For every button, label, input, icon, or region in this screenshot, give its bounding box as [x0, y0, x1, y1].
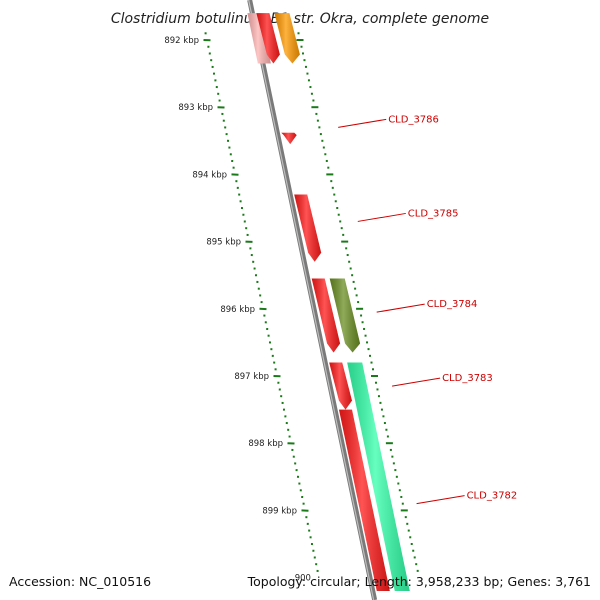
scale-label: 893 kbp — [178, 103, 213, 113]
accession-text: Accession: NC_010516 — [9, 574, 151, 589]
gene-label: CLD_3782 — [467, 491, 518, 502]
label-leader-line — [416, 495, 465, 505]
label-leader-line — [338, 118, 387, 128]
scale-label: 900 — [295, 574, 311, 584]
gene-shading — [256, 13, 280, 64]
gene-shading — [274, 13, 300, 64]
genome-summary-text: Topology: circular; Length: 3,958,233 bp… — [247, 574, 591, 589]
gene-label: CLD_3783 — [442, 373, 493, 384]
gene-shading — [329, 278, 361, 353]
gene-shading — [329, 362, 352, 410]
gene-label: CLD_3784 — [427, 299, 478, 310]
inner-tick-track — [203, 32, 319, 572]
gene-features — [247, 13, 410, 592]
gene-shading — [281, 132, 297, 145]
gene-shading — [338, 409, 390, 592]
gene-shading — [347, 362, 410, 592]
scale-label: 899 kbp — [262, 506, 297, 516]
gene-label: CLD_3786 — [388, 114, 439, 125]
scale-label: 898 kbp — [248, 439, 283, 449]
genome-backbone — [247, 0, 378, 600]
scale-label: 897 kbp — [234, 372, 269, 382]
scale-label: 895 kbp — [206, 238, 241, 248]
gene-shading — [294, 194, 322, 262]
gene-labels: CLD_3786 CLD_3785 CLD_3784 CLD_3783 CLD_3782 — [338, 114, 518, 505]
scale-labels: 892 kbp 893 kbp 894 kbp 895 kbp 896 kbp 897 k… — [164, 36, 311, 584]
outer-tick-track — [296, 32, 419, 572]
genome-backbone-highlight — [248, 0, 375, 600]
label-leader-line — [376, 303, 425, 313]
gene-shading — [247, 13, 271, 64]
gene-label: CLD_3785 — [408, 208, 459, 219]
scale-label: 896 kbp — [220, 305, 255, 315]
scale-label: 894 kbp — [192, 170, 227, 180]
label-leader-line — [357, 212, 406, 222]
map-title: Clostridium botulinum B1 str. Okra, comp… — [111, 11, 489, 27]
label-leader-line — [392, 377, 441, 387]
gene-shading — [311, 278, 341, 353]
scale-label: 892 kbp — [164, 36, 199, 46]
